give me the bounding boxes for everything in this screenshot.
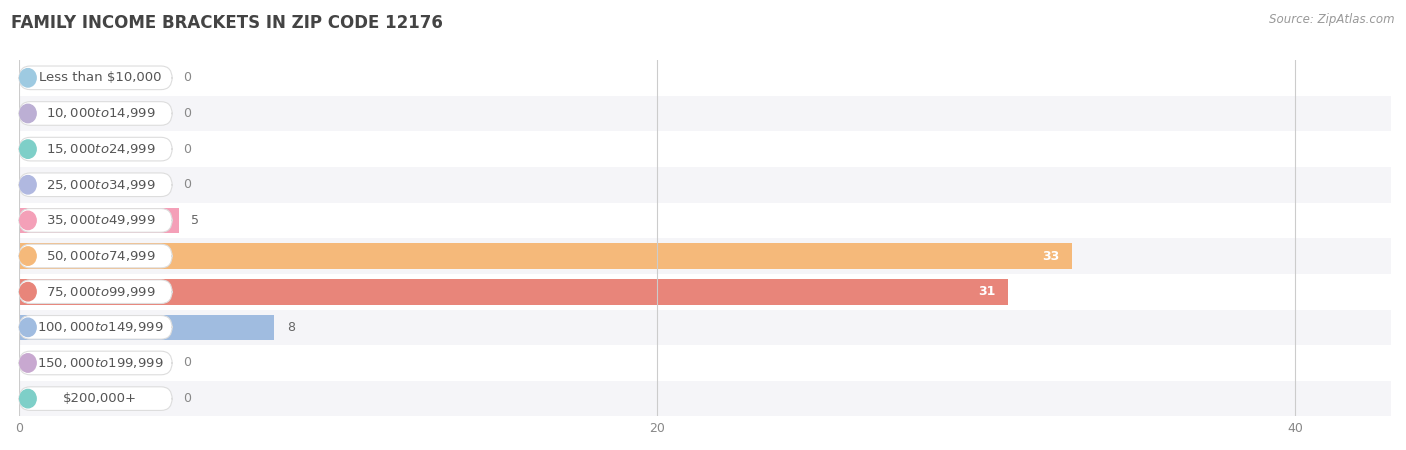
Circle shape — [20, 68, 37, 87]
Text: $50,000 to $74,999: $50,000 to $74,999 — [45, 249, 155, 263]
Bar — [20, 279, 1008, 305]
Bar — [20, 381, 1391, 416]
FancyBboxPatch shape — [20, 351, 172, 375]
Text: 0: 0 — [183, 107, 191, 120]
Bar — [20, 310, 1391, 345]
Text: 5: 5 — [191, 214, 200, 227]
Text: 0: 0 — [183, 143, 191, 156]
Bar — [20, 243, 1071, 269]
FancyBboxPatch shape — [20, 137, 172, 161]
Circle shape — [20, 389, 37, 408]
Text: $75,000 to $99,999: $75,000 to $99,999 — [45, 285, 155, 299]
Text: $100,000 to $149,999: $100,000 to $149,999 — [37, 320, 163, 334]
FancyBboxPatch shape — [20, 66, 172, 90]
Text: $15,000 to $24,999: $15,000 to $24,999 — [45, 142, 155, 156]
Bar — [20, 167, 1391, 202]
Circle shape — [20, 211, 37, 230]
Text: Source: ZipAtlas.com: Source: ZipAtlas.com — [1270, 14, 1395, 27]
Circle shape — [20, 176, 37, 194]
Text: $10,000 to $14,999: $10,000 to $14,999 — [45, 107, 155, 121]
Text: $150,000 to $199,999: $150,000 to $199,999 — [37, 356, 163, 370]
FancyBboxPatch shape — [20, 387, 172, 410]
FancyBboxPatch shape — [20, 173, 172, 197]
Circle shape — [20, 140, 37, 158]
Text: $25,000 to $34,999: $25,000 to $34,999 — [45, 178, 155, 192]
Bar — [20, 207, 179, 233]
FancyBboxPatch shape — [20, 315, 172, 339]
Text: $200,000+: $200,000+ — [63, 392, 138, 405]
Circle shape — [20, 354, 37, 372]
Text: FAMILY INCOME BRACKETS IN ZIP CODE 12176: FAMILY INCOME BRACKETS IN ZIP CODE 12176 — [11, 14, 443, 32]
Bar — [20, 131, 1391, 167]
Circle shape — [20, 283, 37, 301]
Bar — [20, 274, 1391, 310]
FancyBboxPatch shape — [20, 102, 172, 125]
Bar — [20, 60, 1391, 96]
Text: Less than $10,000: Less than $10,000 — [39, 71, 162, 84]
Text: $35,000 to $49,999: $35,000 to $49,999 — [45, 213, 155, 227]
Text: 0: 0 — [183, 392, 191, 405]
FancyBboxPatch shape — [20, 244, 172, 268]
Circle shape — [20, 104, 37, 123]
Bar — [20, 315, 274, 340]
Text: 0: 0 — [183, 71, 191, 84]
Text: 0: 0 — [183, 178, 191, 191]
Bar — [20, 96, 1391, 131]
Text: 8: 8 — [287, 321, 295, 334]
Bar — [20, 238, 1391, 274]
Circle shape — [20, 247, 37, 265]
Circle shape — [20, 318, 37, 337]
FancyBboxPatch shape — [20, 209, 172, 232]
Bar — [20, 345, 1391, 381]
Bar — [20, 202, 1391, 238]
Text: 0: 0 — [183, 356, 191, 369]
FancyBboxPatch shape — [20, 280, 172, 303]
Text: 31: 31 — [979, 285, 995, 298]
Text: 33: 33 — [1042, 250, 1059, 262]
